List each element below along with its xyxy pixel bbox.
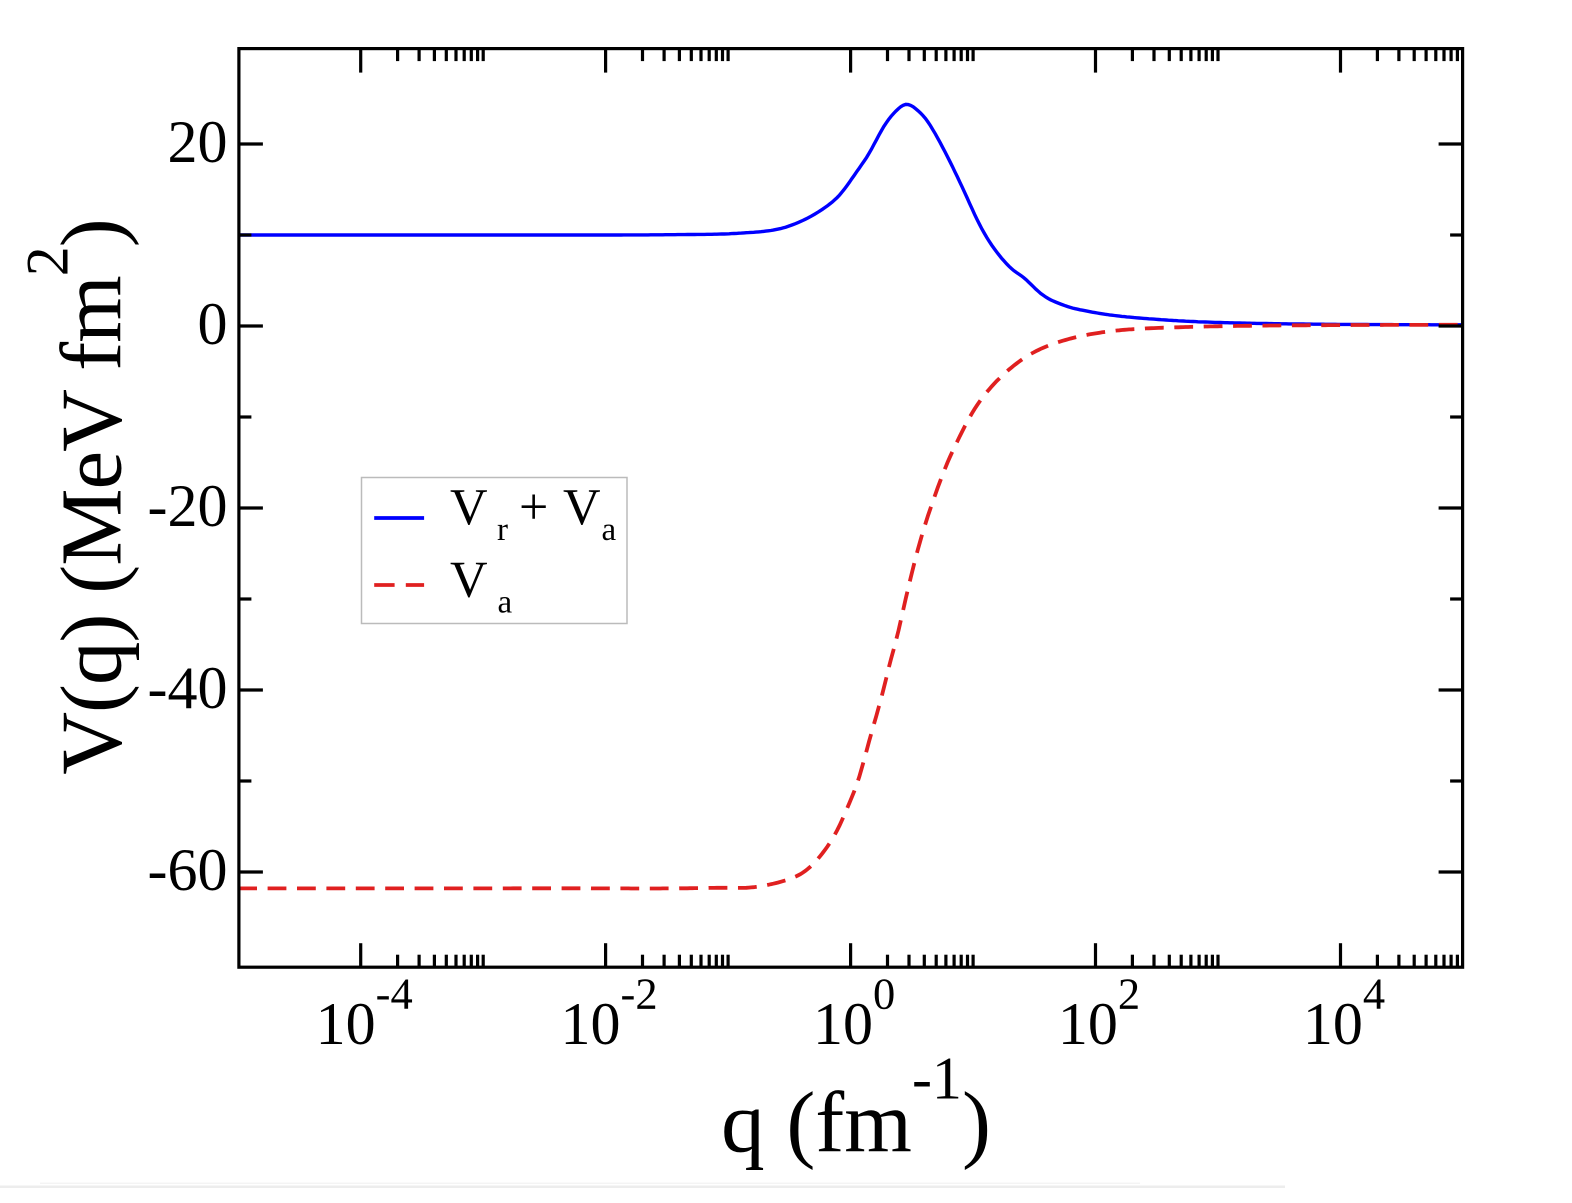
svg-text:r: r: [497, 512, 508, 548]
svg-text:+: +: [519, 479, 548, 536]
svg-text:V: V: [450, 552, 488, 609]
svg-text:-60: -60: [148, 837, 228, 903]
svg-text:V: V: [450, 479, 488, 536]
svg-text:0: 0: [198, 291, 228, 357]
svg-text:a: a: [602, 512, 617, 548]
svg-text:-40: -40: [148, 655, 228, 721]
svg-text:-20: -20: [148, 473, 228, 539]
svg-text:a: a: [498, 585, 513, 621]
svg-text:20: 20: [168, 109, 228, 175]
svg-text:V: V: [563, 479, 601, 536]
svg-text:104: 104: [1303, 969, 1385, 1058]
